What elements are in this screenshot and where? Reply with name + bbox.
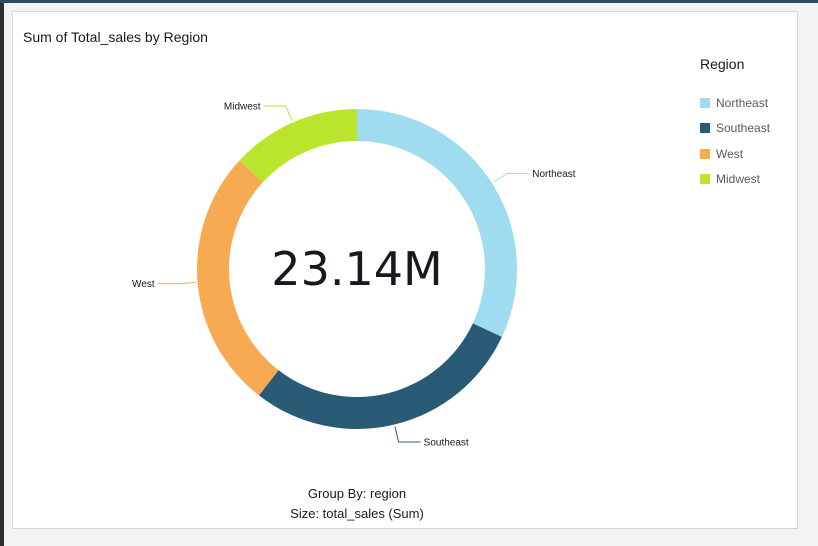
donut-chart[interactable]: Northeast Southeast West Midwest 23.14M xyxy=(13,12,799,530)
legend-title: Region xyxy=(700,56,745,72)
legend-label: Southeast xyxy=(716,121,771,136)
leader-line-southeast xyxy=(394,426,421,443)
legend-label: Northeast xyxy=(716,95,769,110)
chart-title: Sum of Total_sales by Region xyxy=(23,29,208,45)
legend-item-midwest[interactable]: Midwest xyxy=(700,167,795,193)
size-label: Size: total_sales (Sum) xyxy=(290,506,424,521)
slice-label-southeast: Southeast xyxy=(424,438,469,449)
slice-label-northeast: Northeast xyxy=(532,169,576,180)
center-total-value: 23.14M xyxy=(271,242,442,296)
leader-line-northeast xyxy=(493,173,530,183)
legend: Region Northeast Southeast West Midwest xyxy=(700,56,795,192)
left-edge-panel xyxy=(0,3,4,546)
slice-west[interactable] xyxy=(197,160,279,396)
visual-card[interactable]: Sum of Total_sales by Region Northeast So… xyxy=(12,11,798,529)
top-accent-bar xyxy=(0,0,818,3)
legend-swatch xyxy=(700,97,710,108)
chart-footer: Group By: region Size: total_sales (Sum) xyxy=(13,484,701,524)
leader-line-midwest xyxy=(263,105,293,121)
legend-swatch xyxy=(700,148,710,159)
slice-label-west: West xyxy=(132,279,155,290)
leader-line-west xyxy=(157,281,196,285)
slice-label-midwest: Midwest xyxy=(224,101,261,112)
slice-midwest[interactable] xyxy=(239,109,357,183)
legend-label: Midwest xyxy=(716,172,761,187)
legend-swatch xyxy=(700,174,710,185)
legend-label: West xyxy=(716,146,744,161)
legend-item-northeast[interactable]: Northeast xyxy=(700,90,795,116)
legend-item-southeast[interactable]: Southeast xyxy=(700,116,795,142)
group-by-label: Group By: region xyxy=(307,486,407,501)
slice-southeast[interactable] xyxy=(258,323,502,429)
slice-northeast[interactable] xyxy=(357,109,517,337)
legend-swatch xyxy=(700,123,710,134)
legend-item-west[interactable]: West xyxy=(700,141,795,167)
